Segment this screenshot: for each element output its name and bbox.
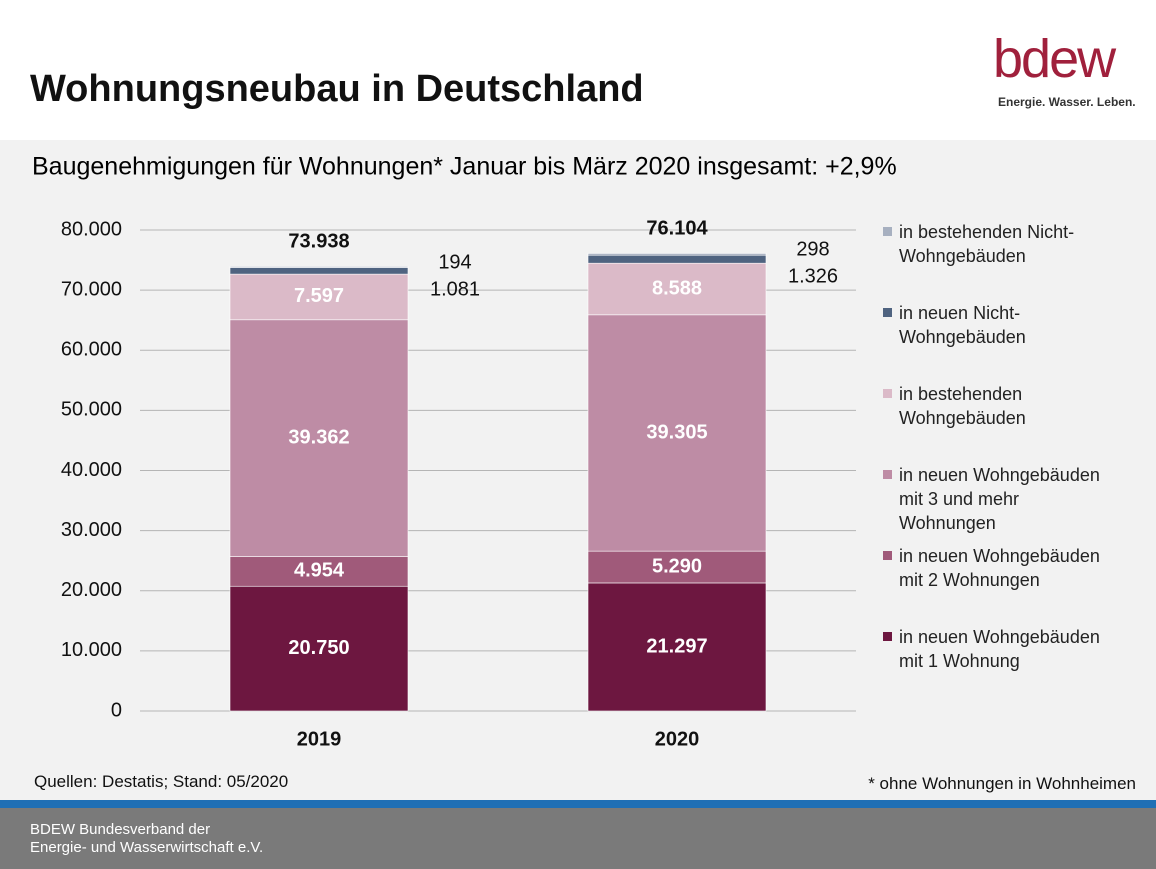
legend-item: in neuen Wohngebäuden mit 2 Wohnungen bbox=[883, 544, 1118, 592]
legend-item: in neuen Nicht-Wohngebäuden bbox=[883, 301, 1118, 349]
legend-swatch bbox=[883, 632, 892, 641]
chart-subtitle: Baugenehmigungen für Wohnungen* Januar b… bbox=[32, 153, 897, 181]
legend-swatch bbox=[883, 308, 892, 317]
data-label: 1.081 bbox=[430, 279, 480, 301]
data-label: 39.362 bbox=[288, 426, 349, 448]
data-label: 298 bbox=[796, 239, 829, 261]
bar-segment bbox=[229, 319, 409, 557]
legend-label: in neuen Wohngebäuden mit 2 Wohnungen bbox=[899, 546, 1100, 590]
data-label: 194 bbox=[438, 252, 471, 274]
footer-line: BDEW Bundesverband der bbox=[30, 821, 211, 838]
footer bbox=[0, 808, 1156, 869]
y-tick-label: 70.000 bbox=[61, 278, 122, 300]
data-label: 7.597 bbox=[294, 285, 344, 307]
note: * ohne Wohnungen in Wohnheimen bbox=[868, 774, 1136, 793]
footer-line: Energie- und Wasserwirtschaft e.V. bbox=[30, 839, 264, 856]
y-tick-label: 10.000 bbox=[61, 639, 122, 661]
bar-segment bbox=[587, 550, 767, 584]
data-label: 5.290 bbox=[652, 555, 702, 577]
y-tick-label: 30.000 bbox=[61, 519, 122, 541]
bar-segment bbox=[229, 267, 409, 275]
data-label: 39.305 bbox=[646, 421, 707, 443]
legend-item: in neuen Wohngebäuden mit 1 Wohnung bbox=[883, 625, 1118, 673]
x-tick-label: 2019 bbox=[297, 728, 342, 750]
y-tick-label: 40.000 bbox=[61, 459, 122, 481]
bar-segment bbox=[229, 556, 409, 587]
source: Quellen: Destatis; Stand: 05/2020 bbox=[34, 772, 289, 791]
legend-label: in neuen Wohngebäuden mit 3 und mehr Woh… bbox=[899, 465, 1100, 533]
x-tick-label: 2020 bbox=[655, 728, 700, 750]
bar-segment bbox=[229, 585, 409, 712]
header bbox=[0, 0, 1156, 140]
legend-label: in bestehenden Nicht-Wohngebäuden bbox=[899, 222, 1075, 266]
legend-swatch bbox=[883, 470, 892, 479]
bar-segment bbox=[229, 273, 409, 321]
y-tick-label: 80.000 bbox=[61, 218, 122, 240]
total-label: 76.104 bbox=[646, 218, 708, 240]
legend-item: in neuen Wohngebäuden mit 3 und mehr Woh… bbox=[883, 463, 1118, 535]
legend-label: in bestehenden Wohngebäuden bbox=[899, 384, 1026, 428]
chart: Baugenehmigungen für Wohnungen* Januar b… bbox=[32, 153, 897, 751]
legend-label: in neuen Wohngebäuden mit 1 Wohnung bbox=[899, 627, 1100, 671]
page-title: Wohnungsneubau in Deutschland bbox=[30, 68, 644, 110]
logo: bdew bbox=[993, 29, 1116, 89]
legend-item: in bestehenden Nicht-Wohngebäuden bbox=[883, 220, 1118, 268]
y-tick-label: 50.000 bbox=[61, 399, 122, 421]
bar-segment bbox=[587, 254, 767, 264]
y-tick-label: 20.000 bbox=[61, 579, 122, 601]
data-label: 21.297 bbox=[646, 635, 707, 657]
bar-segment bbox=[587, 582, 767, 712]
bar-segment bbox=[587, 314, 767, 552]
data-label: 8.588 bbox=[652, 277, 702, 299]
tagline: Energie. Wasser. Leben. bbox=[998, 95, 1136, 109]
data-label: 20.750 bbox=[288, 637, 349, 659]
data-label: 1.326 bbox=[788, 266, 838, 288]
stripe bbox=[0, 800, 1156, 808]
legend-swatch bbox=[883, 389, 892, 398]
data-label: 4.954 bbox=[294, 560, 345, 582]
bar-segment bbox=[229, 266, 409, 268]
legend-swatch bbox=[883, 551, 892, 560]
bar-segment bbox=[587, 253, 767, 256]
total-label: 73.938 bbox=[288, 231, 349, 253]
y-tick-label: 60.000 bbox=[61, 339, 122, 361]
legend-item: in bestehenden Wohngebäuden bbox=[883, 382, 1118, 430]
legend-label: in neuen Nicht-Wohngebäuden bbox=[899, 303, 1026, 347]
y-tick-label: 0 bbox=[111, 699, 122, 721]
bar-segment bbox=[587, 262, 767, 316]
legend-swatch bbox=[883, 227, 892, 236]
